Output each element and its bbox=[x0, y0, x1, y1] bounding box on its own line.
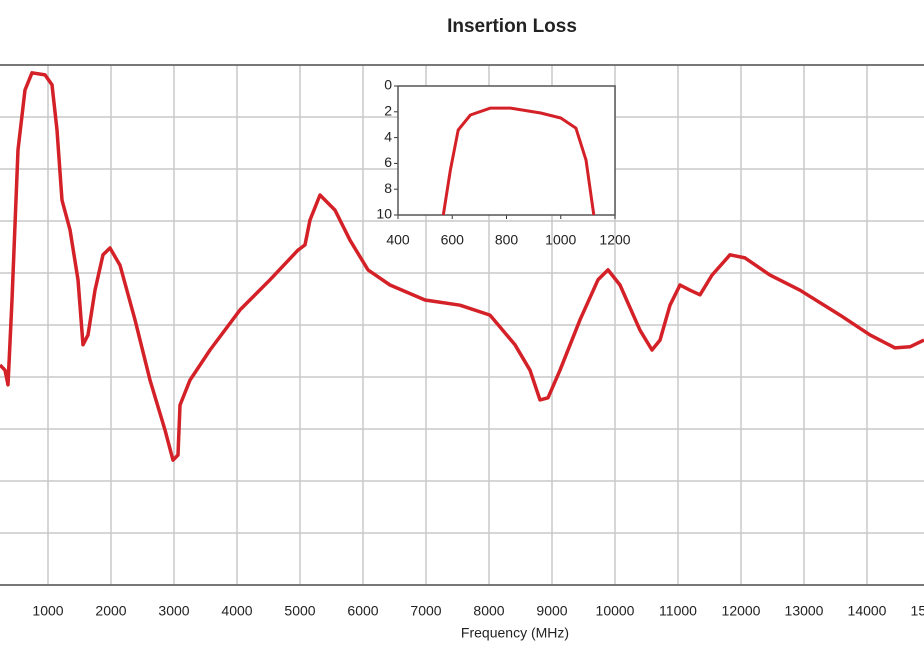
x-tick-label: 5000 bbox=[284, 603, 315, 619]
data-line bbox=[441, 106, 596, 216]
x-tick-label: 2000 bbox=[95, 603, 126, 619]
x-tick-label: 9000 bbox=[536, 603, 567, 619]
y-tick-label: 6 bbox=[384, 154, 392, 170]
x-tick-label: 10000 bbox=[596, 603, 635, 619]
x-tick-label: 400 bbox=[386, 232, 410, 248]
chart-title: Insertion Loss bbox=[447, 16, 577, 37]
x-tick-label: 13000 bbox=[785, 603, 824, 619]
x-tick-label: 1000 bbox=[32, 603, 63, 619]
y-tick-label: 8 bbox=[384, 180, 392, 196]
plot-frame bbox=[397, 85, 616, 216]
y-tick-label: 10 bbox=[376, 206, 392, 222]
x-tick-label: 8000 bbox=[473, 603, 504, 619]
y-tick-label: 0 bbox=[384, 77, 392, 93]
x-tick-label: 12000 bbox=[722, 603, 761, 619]
x-axis-label: Frequency (MHz) bbox=[461, 625, 569, 641]
plot-frame bbox=[0, 64, 924, 586]
y-tick-label: 2 bbox=[384, 103, 392, 119]
x-tick-label: 600 bbox=[441, 232, 465, 248]
x-tick-label: 15000 bbox=[911, 603, 924, 619]
x-tick-label: 800 bbox=[495, 232, 519, 248]
x-tick-label: 11000 bbox=[659, 603, 697, 619]
x-tick-label: 6000 bbox=[347, 603, 378, 619]
x-tick-label: 3000 bbox=[158, 603, 189, 619]
data-line bbox=[0, 71, 924, 462]
x-tick-label: 1200 bbox=[599, 232, 630, 248]
x-tick-label: 14000 bbox=[848, 603, 887, 619]
x-tick-label: 7000 bbox=[410, 603, 441, 619]
x-tick-label: 4000 bbox=[221, 603, 252, 619]
y-tick-label: 4 bbox=[384, 128, 392, 144]
x-tick-label: 1000 bbox=[545, 232, 576, 248]
